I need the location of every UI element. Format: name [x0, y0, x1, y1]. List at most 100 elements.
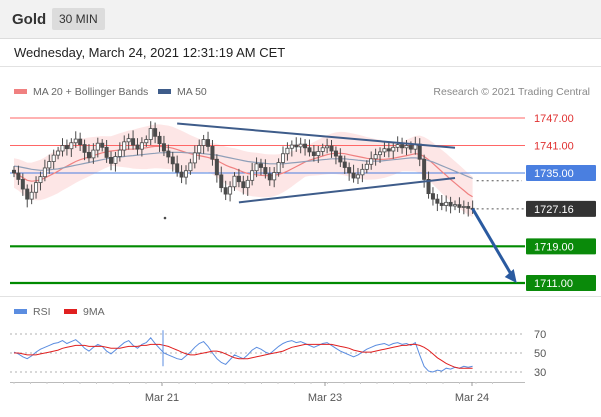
research-credit: Research © 2021 Trading Central [433, 86, 590, 98]
candle [448, 196, 453, 214]
candle-body [78, 138, 83, 145]
candle [228, 181, 233, 202]
candle [236, 168, 241, 188]
candle-body [161, 143, 166, 152]
candle-body [47, 161, 52, 169]
candle [281, 146, 286, 168]
candle-body [444, 201, 449, 206]
candle-body [272, 172, 277, 181]
main-legend: MA 20 + Bollinger Bands MA 50 Research ©… [14, 86, 590, 98]
bollinger-bands [14, 124, 473, 217]
chart-datetime: Wednesday, March 24, 2021 12:31:19 AM CE… [14, 45, 286, 60]
candle-body [329, 145, 334, 152]
candle-body [435, 198, 440, 204]
candle [307, 139, 312, 157]
candle [250, 162, 255, 186]
candle-body [148, 128, 153, 140]
candle [435, 194, 440, 212]
candle-body [342, 161, 347, 168]
candle [382, 140, 387, 157]
candle [201, 134, 206, 154]
candle-body [82, 144, 87, 153]
candle [461, 200, 466, 215]
candle [135, 138, 140, 156]
candle-body [179, 171, 184, 178]
candle-body [298, 143, 303, 148]
candle [466, 201, 471, 217]
candle-body [448, 201, 453, 207]
bollinger-band-area [14, 124, 473, 217]
candle-body [228, 186, 233, 195]
candle-body [20, 179, 25, 190]
candle-body [386, 148, 391, 152]
candle-body [25, 188, 30, 200]
candle [113, 151, 118, 172]
candle [263, 159, 268, 179]
candle [56, 146, 61, 160]
candle [78, 132, 83, 151]
candle-body [360, 168, 365, 176]
rsi-legend-label: RSI [33, 306, 51, 318]
candle [60, 138, 65, 157]
candle [303, 139, 308, 156]
candle [351, 164, 356, 183]
candle-body [241, 181, 246, 189]
candle-body [351, 172, 356, 179]
timeframe-badge[interactable]: 30 MIN [52, 8, 105, 30]
candle [109, 151, 114, 171]
ma20-legend-label: MA 20 + Bollinger Bands [33, 86, 148, 98]
ma50-legend-label: MA 50 [177, 86, 207, 98]
candle-body [452, 204, 457, 207]
candle-body [232, 175, 237, 188]
candle [391, 142, 396, 159]
candle [404, 140, 409, 156]
candle [342, 155, 347, 174]
level-badge-1727-16 [526, 200, 596, 217]
candle [183, 165, 188, 185]
candle-body [126, 138, 131, 143]
x-tick-label: Mar 24 [455, 392, 489, 404]
candle-body [144, 139, 149, 144]
candle [104, 140, 109, 163]
rsi-tick-50: 50 [534, 348, 546, 360]
candle [144, 135, 149, 147]
candle [378, 147, 383, 163]
candle-body [166, 150, 171, 158]
candle-body [60, 145, 65, 152]
candle [16, 165, 21, 185]
candle [355, 167, 360, 184]
candle [214, 154, 219, 183]
candle-body [250, 170, 255, 181]
candle-body [258, 163, 263, 168]
candle [188, 158, 193, 175]
candle-body [38, 176, 43, 184]
candle-body [439, 202, 444, 206]
marker-dot [163, 216, 167, 220]
candle [11, 166, 16, 178]
candle [267, 167, 272, 186]
chart-header: Gold 30 MIN [0, 0, 601, 39]
candle-body [285, 147, 290, 155]
candle-body [311, 151, 316, 156]
candle-body [206, 139, 211, 147]
level-badge-1719-00 [526, 238, 596, 255]
candle-body [430, 193, 435, 200]
trendline-upper [177, 122, 456, 149]
candle [232, 172, 237, 191]
candle [34, 176, 39, 199]
candle-body [391, 146, 396, 152]
candle [311, 145, 316, 162]
candle [333, 146, 338, 165]
candle [426, 171, 431, 199]
candle-body [34, 182, 39, 193]
candle [316, 145, 321, 163]
candle [272, 167, 277, 188]
candle-body [100, 142, 105, 148]
candle-body [91, 149, 96, 159]
candle-body [183, 170, 188, 178]
candle-body [236, 175, 241, 183]
projection-arrow-shaft [471, 207, 515, 278]
candle-body [113, 156, 118, 164]
candle [364, 160, 369, 174]
candle [47, 154, 52, 174]
